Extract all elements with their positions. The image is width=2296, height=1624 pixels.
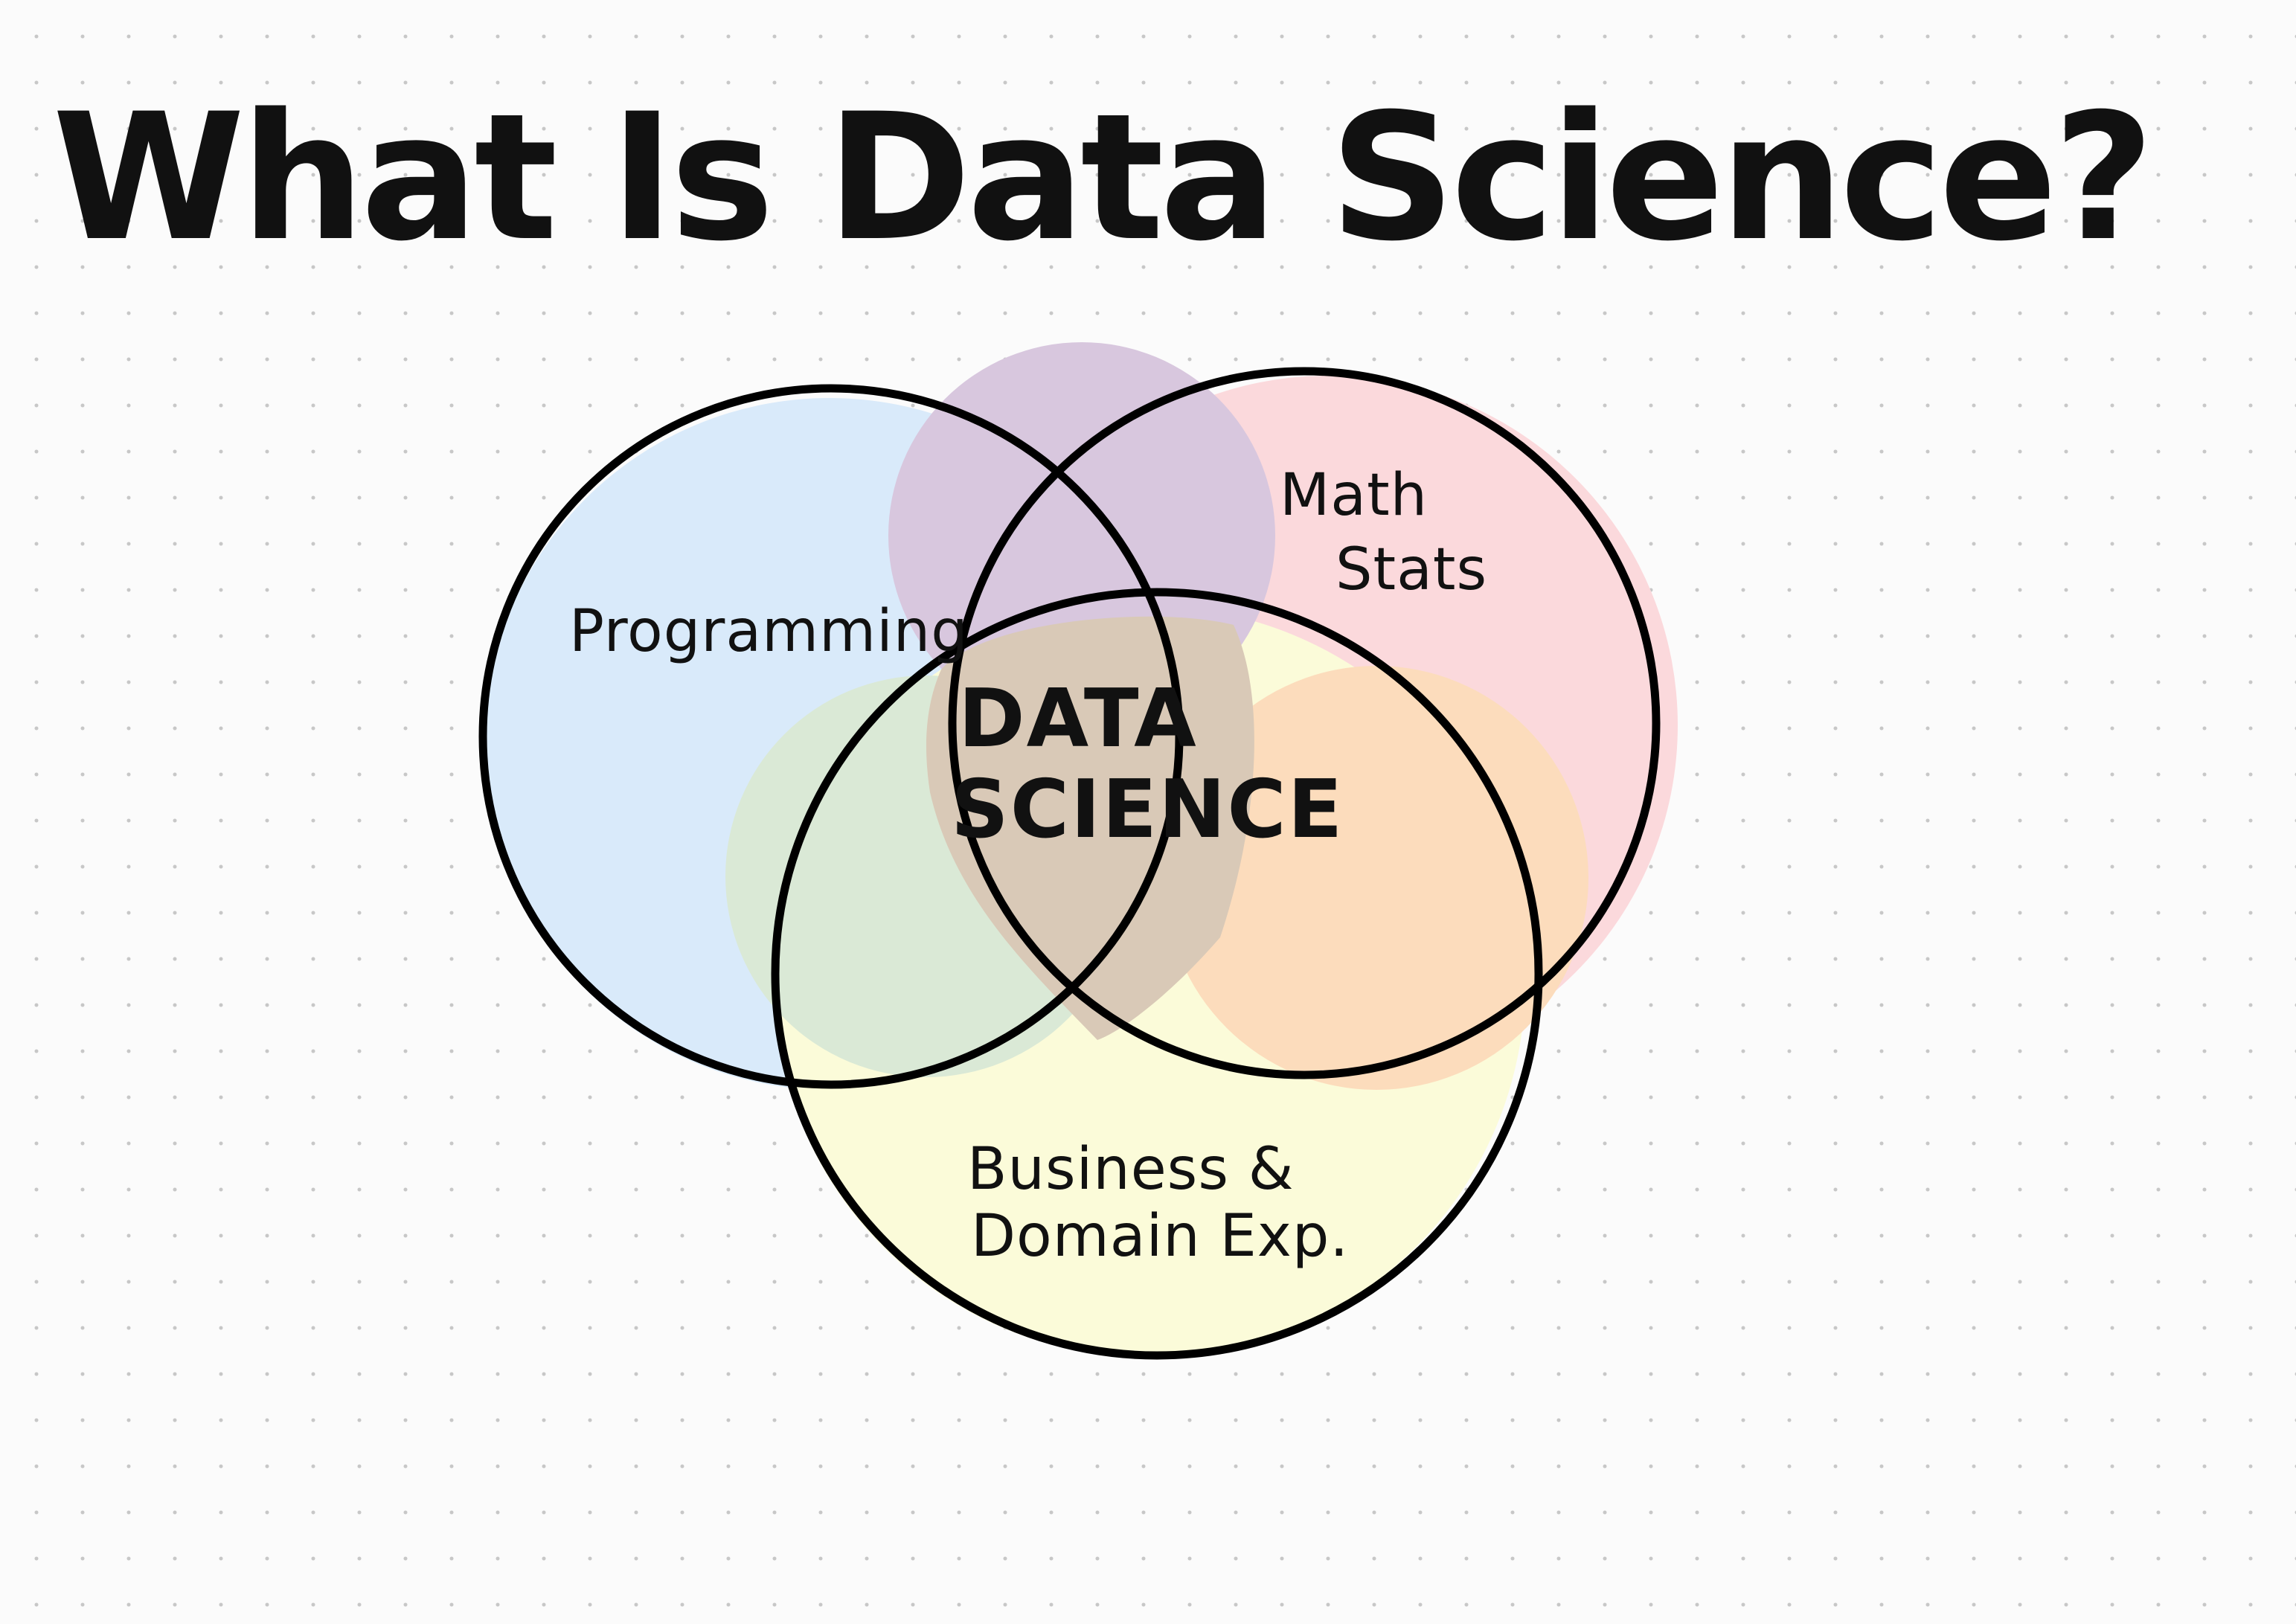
math-stats-circle-outline <box>948 367 1661 1079</box>
programming-circle-outline <box>478 384 1184 1089</box>
venn-outlines <box>478 367 1661 1360</box>
venn-fills <box>484 342 1678 1358</box>
business-domain-circle-outline <box>771 588 1543 1360</box>
programming-label: Programming <box>569 598 969 665</box>
business-label: Business & <box>967 1136 1295 1203</box>
data-science-label-line-1: DATA <box>958 673 1198 766</box>
data-science-label-line-2: SCIENCE <box>951 763 1344 856</box>
diagram-title: What Is Data Science? <box>52 77 2150 280</box>
domain-expertise-label: Domain Exp. <box>971 1203 1349 1270</box>
data-science-intersection-fill <box>926 616 1254 1040</box>
stats-label: Stats <box>1335 536 1487 603</box>
math-label: Math <box>1280 462 1428 529</box>
